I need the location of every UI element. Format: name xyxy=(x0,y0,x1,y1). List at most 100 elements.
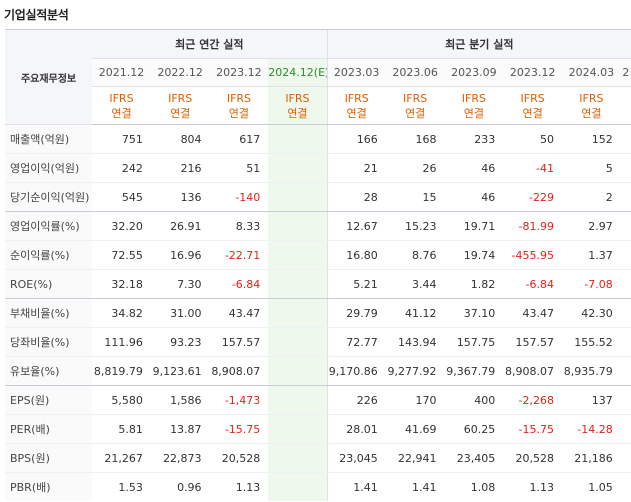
basis-standard: IFRS xyxy=(579,91,604,105)
annual-value-cell xyxy=(268,269,328,299)
basis-label: IFRS 연결 xyxy=(385,86,445,125)
annual-value-cell xyxy=(268,443,328,473)
annual-value-cell: 21,267 xyxy=(92,443,151,473)
quarter-value-cell: -14.28 xyxy=(561,414,621,444)
quarter-value-cell: 1.08 xyxy=(470,480,496,494)
quarter-value-cell: 2 xyxy=(561,182,621,212)
table-row: 유보율(%) 8,819.79 9,123.61 8,908.07 9,170.86 9,… xyxy=(5,356,631,386)
annual-value-cell: 34.82 xyxy=(92,298,151,328)
quarter-period-header: 2024.03 xyxy=(561,58,621,87)
table-row: ROE(%) 32.18 7.30 -6.84 5.21 3.44 1.82 -6.84 -7.… xyxy=(5,269,631,299)
row-label: 순이익률(%) xyxy=(5,240,93,270)
quarter-value-cell: 157.57 xyxy=(503,327,562,357)
quarter-period-header: 2023.12 xyxy=(503,58,562,87)
quarter-value-cell: 157.75 xyxy=(444,327,504,357)
quarter-value-cell: 21,186 xyxy=(561,443,621,473)
annual-value-cell: 9,123.61 xyxy=(150,356,210,386)
annual-value-cell xyxy=(268,414,328,444)
quarter-value-cell: 60.25 xyxy=(444,414,504,444)
row-label: 부채비율(%) xyxy=(5,298,93,328)
table-row: 영업이익(억원) 242 216 51 21 26 46 -41 5 xyxy=(5,153,631,183)
row-label: BPS(원) xyxy=(5,443,93,473)
quarter-value-cell: 166 xyxy=(326,124,386,154)
row-label: EPS(원) xyxy=(5,385,93,415)
table-row: PBR(배) 1.53 0.96 1.13 1.41 1.41 1.08 1.13 1.05 xyxy=(5,472,631,501)
annual-value-cell: 8,908.07 xyxy=(209,356,269,386)
quarter-group-header: 최근 분기 실적 xyxy=(326,29,631,59)
quarter-value-cell: 233 xyxy=(444,124,504,154)
annual-value-cell: 13.87 xyxy=(150,414,210,444)
annual-value-cell: 1.53 xyxy=(118,480,143,494)
row-label: PER(배) xyxy=(5,414,93,444)
basis-label: IFRS 연결 xyxy=(268,86,328,125)
basis-standard: IFRS xyxy=(461,91,486,105)
partial-cell xyxy=(620,269,631,299)
annual-value-cell xyxy=(268,124,328,154)
row-label-header: 주요재무정보 xyxy=(5,29,93,125)
annual-value-cell: 804 xyxy=(150,124,210,154)
partial-cell xyxy=(620,356,631,386)
annual-value-cell: 216 xyxy=(150,153,210,183)
annual-value-cell: 22,873 xyxy=(150,443,210,473)
quarter-value-cell: 37.10 xyxy=(444,298,504,328)
table-row: 영업이익률(%) 32.20 26.91 8.33 12.67 15.23 19.71 -81… xyxy=(5,211,631,241)
annual-value-cell: -6.84 xyxy=(209,269,269,299)
annual-value-cell: 72.55 xyxy=(92,240,151,270)
annual-value-cell: 242 xyxy=(92,153,151,183)
annual-value-cell: 16.96 xyxy=(150,240,210,270)
annual-value-cell xyxy=(268,385,328,415)
financial-summary-table: 주요재무정보 최근 연간 실적 최근 분기 실적 2021.12 2022.12 2… xyxy=(5,29,631,501)
table-row: 당좌비율(%) 111.96 93.23 157.57 72.77 143.94 157.7… xyxy=(5,327,631,357)
quarter-value-cell: 1.82 xyxy=(444,269,504,299)
basis-standard: IFRS xyxy=(520,91,545,105)
row-label: 영업이익률(%) xyxy=(5,211,93,241)
quarter-value-cell: 1.05 xyxy=(588,480,613,494)
quarter-value-cell: -41 xyxy=(503,153,562,183)
annual-value-cell: 8,819.79 xyxy=(92,356,151,386)
quarter-value-cell: 5.21 xyxy=(326,269,386,299)
partial-cell xyxy=(620,298,631,328)
quarter-value-cell: 23,405 xyxy=(444,443,504,473)
basis-consolidation: 연결 xyxy=(111,106,132,120)
quarter-value-cell: 1.41 xyxy=(326,472,386,501)
partial-cell xyxy=(620,240,631,270)
partial-cell xyxy=(620,443,631,473)
row-label: PBR(배) xyxy=(5,472,93,501)
quarter-value-cell: 46 xyxy=(444,182,504,212)
quarter-value-cell: 1.13 xyxy=(529,480,554,494)
row-label: 영업이익(억원) xyxy=(5,153,93,183)
quarter-value-cell: 168 xyxy=(385,124,445,154)
quarter-value-cell: 1.37 xyxy=(561,240,621,270)
basis-label: IFRS 연결 xyxy=(326,86,386,125)
annual-value-cell: 7.30 xyxy=(150,269,210,299)
annual-value-cell: 26.91 xyxy=(150,211,210,241)
quarter-value-cell: 9,277.92 xyxy=(385,356,445,386)
quarter-value-cell: -7.08 xyxy=(561,269,621,299)
annual-value-cell: 1,586 xyxy=(150,385,210,415)
basis-label: IFRS 연결 xyxy=(444,86,504,125)
annual-value-cell xyxy=(268,153,328,183)
annual-value-cell: 0.96 xyxy=(177,480,202,494)
basis-consolidation: 연결 xyxy=(170,106,191,120)
quarter-value-cell: 22,941 xyxy=(385,443,445,473)
annual-period-header: 2024.12(E) xyxy=(268,58,328,87)
table-row: 당기순이익(억원) 545 136 -140 28 15 46 -229 2 xyxy=(5,182,631,212)
quarter-value-cell: 50 xyxy=(503,124,562,154)
table-row: 순이익률(%) 72.55 16.96 -22.71 16.80 8.76 19.74 -45… xyxy=(5,240,631,270)
quarter-period-header: 2023.06 xyxy=(385,58,445,87)
row-label: 매출액(억원) xyxy=(5,124,93,154)
annual-value-cell: 32.20 xyxy=(92,211,151,241)
quarter-value-cell: 72.77 xyxy=(326,327,386,357)
basis-consolidation: 연결 xyxy=(346,106,367,120)
table-row: 매출액(억원) 751 804 617 166 168 233 50 152 xyxy=(5,124,631,154)
quarter-value-cell: 15.23 xyxy=(385,211,445,241)
quarter-value-cell: 143.94 xyxy=(385,327,445,357)
quarter-value-cell: 226 xyxy=(326,385,386,415)
quarter-value-cell: 46 xyxy=(444,153,504,183)
basis-consolidation: 연결 xyxy=(228,106,250,120)
basis-consolidation: 연결 xyxy=(522,106,543,120)
partial-cell xyxy=(620,385,631,415)
quarter-value-cell: 20,528 xyxy=(503,443,562,473)
annual-value-cell: -140 xyxy=(209,182,269,212)
quarter-period-header: 2023.03 xyxy=(326,58,386,87)
